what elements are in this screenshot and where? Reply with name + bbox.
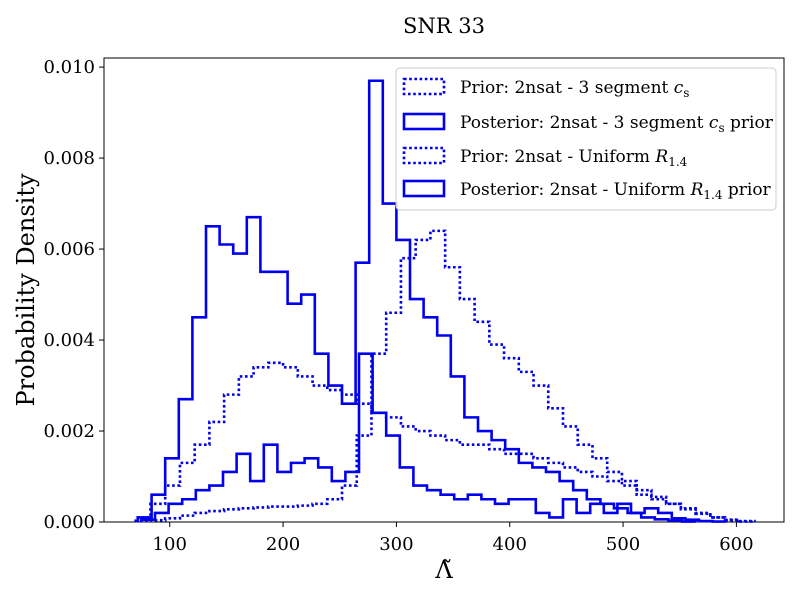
y-tick-label: 0.008 bbox=[43, 148, 95, 169]
legend-swatch bbox=[402, 179, 446, 198]
series-layer bbox=[134, 79, 756, 523]
y-axis-label: Probability Density bbox=[12, 173, 40, 407]
y-axis-ticks: 0.000 0.002 0.004 0.006 0.008 0.010 bbox=[43, 57, 104, 533]
chart-title: SNR 33 bbox=[403, 14, 485, 38]
legend-label: Prior: 2nsat - 3 segment cs bbox=[460, 78, 689, 100]
x-tick-label: 500 bbox=[606, 534, 640, 555]
legend-label: Posterior: 2nsat - 3 segment cs prior bbox=[460, 113, 774, 135]
x-axis-ticks: 100 200 300 400 500 600 bbox=[153, 522, 754, 555]
legend: Prior: 2nsat - 3 segment cs Posterior: 2n… bbox=[395, 67, 777, 211]
y-tick-label: 0.004 bbox=[43, 330, 95, 351]
x-tick-label: 100 bbox=[153, 534, 187, 555]
y-tick-label: 0.010 bbox=[43, 57, 95, 78]
y-tick-label: 0.002 bbox=[43, 421, 95, 442]
x-tick-label: 400 bbox=[493, 534, 527, 555]
legend-box bbox=[395, 67, 777, 211]
histogram-series-1 bbox=[134, 229, 756, 523]
x-axis-label: Λ̃ bbox=[434, 556, 453, 584]
histogram-series-2 bbox=[140, 352, 728, 523]
histogram-series-4 bbox=[136, 79, 697, 523]
x-tick-label: 200 bbox=[266, 534, 300, 555]
y-tick-label: 0.006 bbox=[43, 239, 95, 260]
legend-swatch bbox=[402, 146, 446, 165]
x-tick-label: 600 bbox=[719, 534, 753, 555]
legend-swatch bbox=[402, 77, 446, 96]
legend-label: Posterior: 2nsat - Uniform R1.4 prior bbox=[460, 180, 772, 202]
legend-label: Prior: 2nsat - Uniform R1.4 bbox=[460, 147, 688, 169]
histogram-series-3 bbox=[134, 361, 756, 523]
plot-area-frame bbox=[103, 57, 785, 523]
y-tick-label: 0.000 bbox=[43, 512, 95, 533]
x-tick-label: 300 bbox=[379, 534, 413, 555]
legend-swatch bbox=[402, 112, 446, 131]
